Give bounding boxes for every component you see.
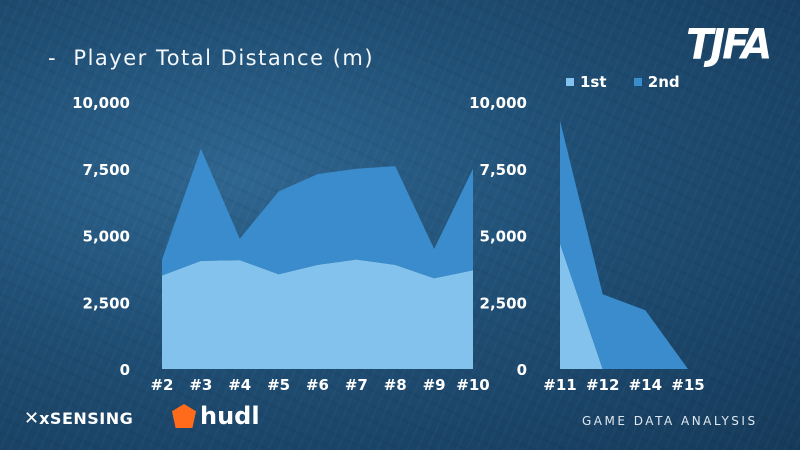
chart2-xtick-label: #14 (629, 376, 662, 394)
hudl-logo-text: hudl (200, 402, 260, 430)
chart2-ytick-label: 5,000 (480, 228, 527, 246)
chart-canvas: 10,000 7,500 5,000 2,500 0 #2 #3 #4 #5 #6 #7 #8 #9 #1… (0, 0, 800, 450)
chart2-ytick-label: 10,000 (469, 94, 527, 112)
chart1-xtick-label: #6 (306, 376, 329, 394)
chart2-ytick-label: 7,500 (480, 161, 527, 179)
chart1-ytick-label: 10,000 (72, 94, 130, 112)
chart1-xtick-label: #5 (267, 376, 290, 394)
chart2-xtick-label: #15 (671, 376, 704, 394)
chart1-xtick-label: #10 (456, 376, 489, 394)
chart1-ytick-label: 0 (120, 361, 130, 379)
chart1-ytick-label: 5,000 (83, 228, 130, 246)
chart2-ytick-label: 0 (517, 361, 527, 379)
chart1-area-2nd (162, 149, 473, 278)
chart1-xtick-label: #7 (345, 376, 368, 394)
chart1-area-1st (162, 260, 473, 369)
xsensing-logo-text: xSENSING (39, 409, 133, 428)
footer-tagline: GAME DATA ANALYSIS (582, 414, 758, 428)
chart1-ytick-label: 7,500 (83, 161, 130, 179)
chart1-xtick-label: #8 (384, 376, 407, 394)
chart1-xtick-label: #9 (423, 376, 446, 394)
chart1-xtick-label: #3 (189, 376, 212, 394)
chart1-ytick-label: 2,500 (83, 294, 130, 312)
xsensing-mark-icon: ✕ (24, 408, 37, 429)
chart1-xtick-label: #2 (150, 376, 173, 394)
chart2-xtick-label: #12 (586, 376, 619, 394)
chart1-xtick-label: #4 (228, 376, 251, 394)
chart2-ytick-label: 2,500 (480, 294, 527, 312)
hudl-mark-icon (172, 404, 196, 428)
chart2-xtick-label: #11 (543, 376, 576, 394)
xsensing-logo: ✕ xSENSING (24, 408, 133, 429)
hudl-logo: hudl (172, 402, 260, 430)
